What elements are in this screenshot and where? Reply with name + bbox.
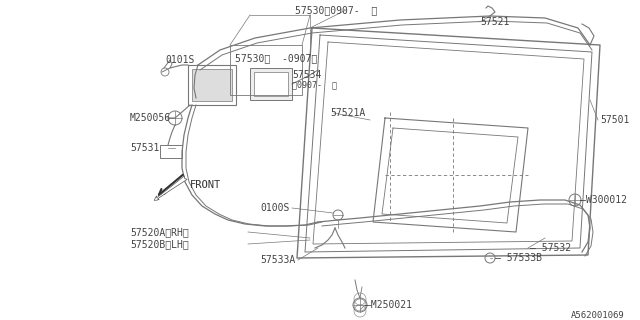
Text: A562001069: A562001069 [572, 310, 625, 319]
Text: 57533A: 57533A [260, 255, 295, 265]
Text: ―W300012: ―W300012 [580, 195, 627, 205]
Text: 57531: 57531 [130, 143, 159, 153]
Text: 57501: 57501 [600, 115, 629, 125]
Text: 57530を0907-  〉: 57530を0907- 〉 [295, 5, 377, 15]
Text: を0907-  〉: を0907- 〉 [292, 81, 337, 90]
Text: ― 57533B: ― 57533B [495, 253, 542, 263]
Text: FRONT: FRONT [190, 180, 221, 190]
Text: 57520B〈LH〉: 57520B〈LH〉 [130, 239, 189, 249]
Text: 57520A〈RH〉: 57520A〈RH〉 [130, 227, 189, 237]
Text: 57530〈  -0907〉: 57530〈 -0907〉 [235, 53, 317, 63]
Text: 0101S: 0101S [165, 55, 195, 65]
Text: ―M250021: ―M250021 [365, 300, 412, 310]
Bar [188, 65, 236, 105]
Text: 57534: 57534 [292, 70, 321, 80]
Text: 57521A: 57521A [330, 108, 365, 118]
Bar [250, 68, 292, 100]
Bar [254, 72, 288, 96]
Text: ― 57532: ― 57532 [530, 243, 571, 253]
Bar [160, 145, 182, 158]
Text: M250056: M250056 [130, 113, 171, 123]
Bar [230, 45, 302, 95]
Text: 57521: 57521 [480, 17, 509, 27]
Bar [192, 69, 232, 101]
Text: 0100S: 0100S [260, 203, 290, 213]
